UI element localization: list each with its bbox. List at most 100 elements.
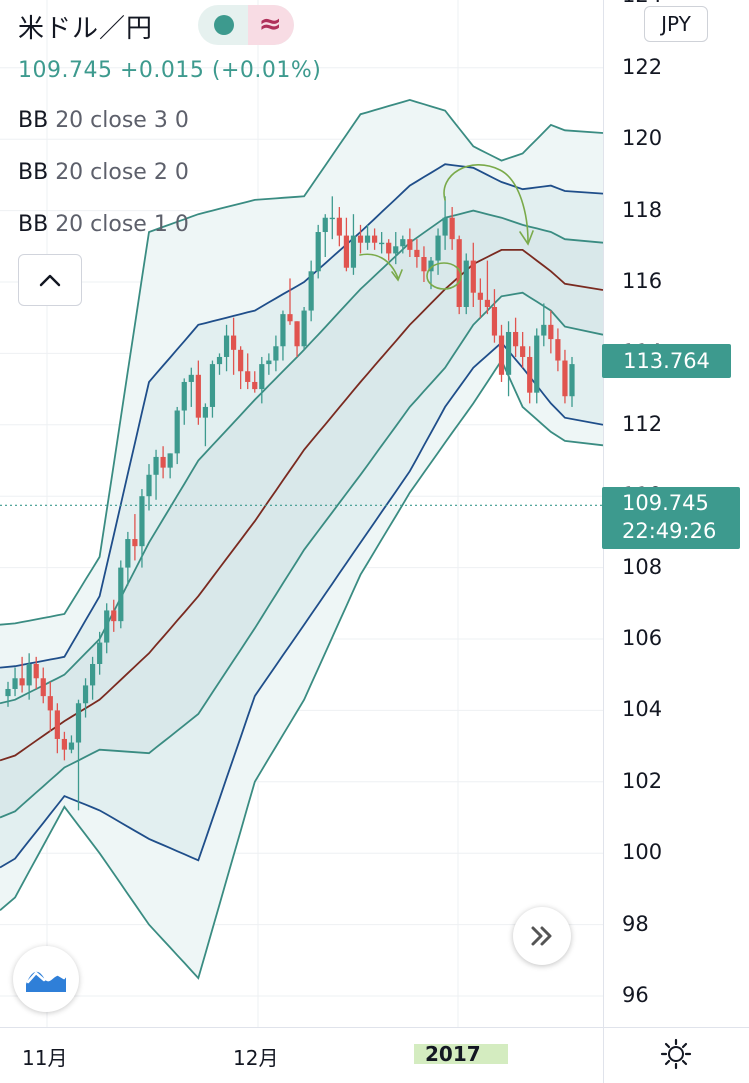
candle: [54, 703, 60, 754]
candle: [400, 235, 406, 254]
candle: [104, 603, 110, 654]
candle: [372, 228, 378, 250]
candle-body: [308, 271, 314, 311]
candle: [513, 317, 519, 357]
candle: [146, 464, 152, 511]
bb-upper-3sd: [0, 98, 603, 626]
y-tick-label: 124: [622, 0, 662, 7]
candle: [414, 239, 420, 268]
candle-body: [428, 260, 434, 272]
tradingview-logo-button[interactable]: [13, 946, 79, 1012]
candle: [26, 653, 32, 700]
indicator-name: BB: [18, 108, 49, 133]
chart-mode-toggle[interactable]: ≈: [198, 5, 294, 45]
quote-price: 109.745: [18, 58, 113, 83]
candle: [252, 371, 258, 393]
x-tick-label: 12月: [233, 1046, 279, 1070]
candle-body: [132, 539, 138, 547]
candle: [33, 656, 39, 689]
candle: [216, 353, 223, 375]
candle-body: [160, 456, 166, 468]
candle: [421, 246, 427, 282]
candle-body: [534, 335, 540, 393]
year-highlight: [414, 1044, 508, 1064]
candle-body: [541, 324, 547, 336]
candle: [61, 731, 67, 761]
candle: [287, 278, 293, 325]
candle-body: [527, 356, 533, 393]
candle-body: [315, 232, 321, 272]
candle: [364, 224, 371, 250]
candle-body: [209, 364, 216, 407]
candle-body: [505, 331, 512, 375]
candle-body: [238, 349, 244, 372]
candle-body: [513, 331, 519, 347]
candle-body: [202, 406, 208, 418]
y-tick-label: 120: [622, 126, 663, 151]
y-tick-label: 104: [622, 697, 663, 722]
scroll-to-realtime-button[interactable]: [513, 907, 571, 965]
candle-body: [329, 217, 335, 220]
candle: [463, 253, 469, 315]
bb-basis: [0, 248, 603, 762]
candle: [280, 310, 286, 361]
candle-body: [357, 235, 364, 243]
candle: [470, 242, 476, 307]
y-tick-label: 102: [622, 768, 663, 793]
indicator-args: 20 close 1 0: [55, 212, 189, 237]
last-price-value: 109.745: [622, 491, 709, 515]
candle-body: [118, 567, 124, 622]
candle: [273, 335, 279, 372]
candle: [132, 514, 138, 561]
y-tick-label: 112: [622, 411, 663, 436]
candle-body: [287, 314, 293, 322]
candle: [209, 360, 216, 418]
candle-body: [379, 242, 385, 245]
candle-body: [26, 663, 32, 686]
candle: [456, 235, 462, 315]
bb-lower-1sd: [0, 291, 603, 819]
last-price-countdown: 22:49:26: [622, 519, 717, 543]
quote-line: 109.745 +0.015 (+0.01%): [18, 58, 321, 83]
candle: [343, 217, 349, 272]
candle: [245, 353, 251, 390]
candle-body: [400, 239, 406, 247]
candle: [350, 214, 357, 275]
indicator-bb-1[interactable]: BB 20 close 1 0: [18, 212, 189, 237]
candle-body: [555, 339, 561, 361]
candle-body: [336, 217, 342, 236]
candle: [195, 360, 201, 425]
indicator-bb-3[interactable]: BB 20 close 3 0: [18, 108, 189, 133]
candle: [12, 667, 18, 697]
collapse-indicators-button[interactable]: [18, 254, 82, 306]
candle: [97, 631, 103, 675]
candle-body: [520, 346, 526, 357]
indicator-bb-2[interactable]: BB 20 close 2 0: [18, 160, 189, 185]
candle-body: [548, 324, 554, 340]
y-tick-label: 96: [622, 983, 649, 1007]
candle: [315, 224, 321, 279]
annotation-circle: [426, 262, 462, 290]
candle: [498, 324, 505, 382]
candle: [75, 699, 82, 811]
quote-change-pct: (+0.01%): [211, 58, 322, 83]
candle: [231, 317, 237, 375]
candle-body: [104, 610, 110, 643]
candle-body: [442, 217, 448, 236]
symbol-title[interactable]: 米ドル／円: [18, 14, 154, 44]
settings-button[interactable]: [660, 1038, 692, 1074]
currency-button[interactable]: JPY: [644, 6, 708, 42]
candle: [336, 207, 342, 247]
indicator-args: 20 close 2 0: [55, 160, 189, 185]
bollinger-bands: [0, 98, 603, 980]
dot-icon[interactable]: [214, 15, 234, 35]
candle: [118, 560, 124, 629]
candle-body: [393, 246, 399, 254]
quote-change: +0.015: [119, 58, 205, 83]
wave-icon[interactable]: ≈: [258, 7, 282, 40]
candle-body: [449, 217, 455, 240]
candle-body: [301, 310, 307, 347]
candle-body: [470, 260, 476, 293]
candle: [541, 303, 547, 347]
